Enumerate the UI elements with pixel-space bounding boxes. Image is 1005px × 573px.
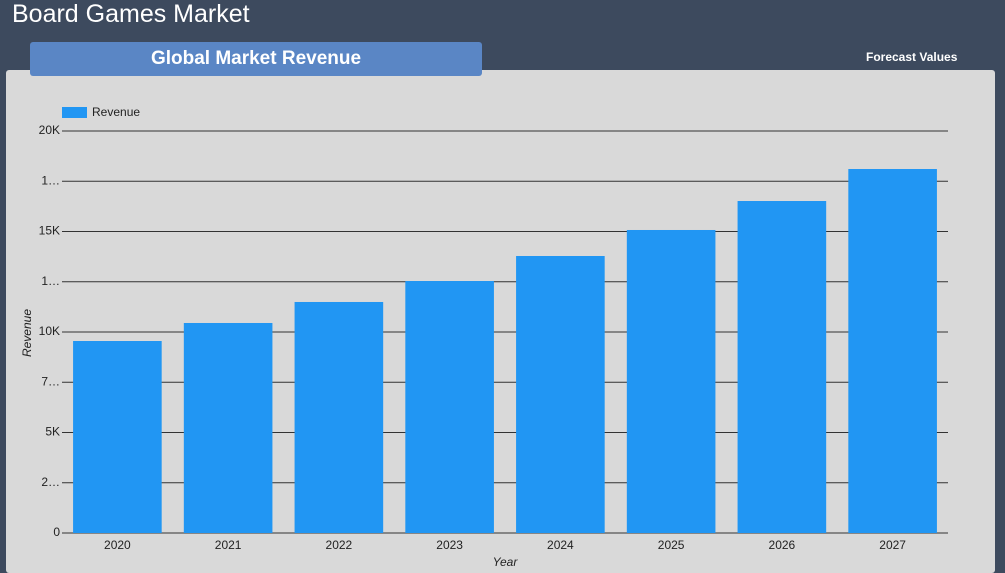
- bar: [405, 281, 494, 533]
- x-tick-label: 2022: [326, 538, 353, 552]
- bar: [848, 169, 937, 533]
- y-axis-label: Revenue: [20, 309, 34, 357]
- bar: [73, 341, 162, 533]
- y-tick-label: 0: [53, 525, 60, 539]
- y-tick-label: 1…: [41, 173, 60, 187]
- legend-swatch: [62, 107, 87, 118]
- legend-label: Revenue: [92, 105, 140, 119]
- y-tick-label: 20K: [39, 123, 60, 137]
- chart-panel: [6, 70, 995, 573]
- y-tick-label: 10K: [39, 324, 60, 338]
- page-title: Board Games Market: [12, 0, 250, 28]
- bar: [294, 301, 384, 533]
- x-tick-label: 2025: [658, 538, 685, 552]
- y-tick-label: 2…: [41, 475, 60, 489]
- x-axis-label: Year: [493, 555, 519, 569]
- x-tick-label: 2024: [547, 538, 574, 552]
- y-tick-label: 15K: [39, 224, 60, 238]
- forecast-link[interactable]: Forecast Values: [866, 50, 958, 64]
- bar: [737, 201, 827, 533]
- x-tick-label: 2023: [436, 538, 463, 552]
- x-tick-label: 2021: [215, 538, 242, 552]
- x-tick-label: 2026: [769, 538, 796, 552]
- bar: [626, 229, 716, 533]
- bar: [183, 322, 273, 533]
- x-tick-label: 2027: [879, 538, 906, 552]
- tab[interactable]: Global Market Revenue: [30, 42, 482, 76]
- y-tick-label: 7…: [41, 374, 60, 388]
- y-tick-label: 1…: [41, 274, 60, 288]
- bar: [516, 256, 605, 533]
- x-tick-label: 2020: [104, 538, 131, 552]
- y-tick-label: 5K: [45, 425, 60, 439]
